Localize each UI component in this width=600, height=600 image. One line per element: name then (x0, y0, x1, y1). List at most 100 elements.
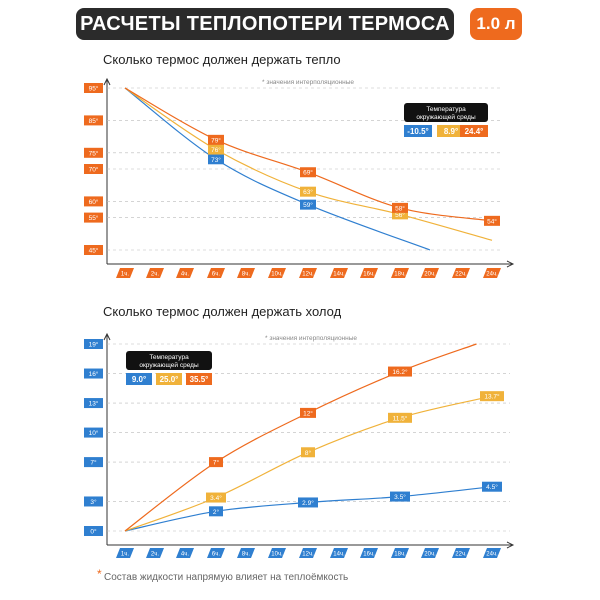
cold-x-tick-box (146, 548, 164, 558)
heat-legend-item-label: 8.9° (444, 127, 458, 136)
heat-data-label: 69° (303, 169, 313, 177)
heat-y-tick-box (84, 212, 103, 223)
heat-data-label: 54° (487, 217, 497, 225)
heat-y-tick-label: 95° (89, 85, 99, 93)
cold-data-label-box (388, 366, 412, 377)
cold-x-tick-label: 14ч. (333, 552, 345, 558)
heat-data-label-box (484, 215, 500, 226)
cold-data-label-box (390, 491, 410, 502)
cold-x-tick-box (299, 548, 317, 558)
heat-x-tick-label: 24ч. (486, 272, 498, 278)
heat-x-tick-label: 16ч. (363, 272, 375, 278)
heat-y-tick-label: 70° (89, 166, 99, 174)
cold-y-tick-label: 10° (89, 429, 99, 437)
cold-data-label-box (206, 492, 226, 503)
cold-x-tick-label: 24ч. (486, 552, 498, 558)
heat-x-tick-label: 1ч. (121, 272, 129, 278)
cold-legend-title-line2: окружающей среды (139, 361, 199, 369)
cold-legend-item-box (156, 373, 182, 385)
heat-x-tick-label: 6ч. (212, 272, 220, 278)
cold-legend-title-box (126, 351, 212, 370)
heat-data-label-box (392, 209, 408, 220)
cold-legend-item-label: 9.0° (132, 375, 146, 384)
cold-legend-title-line1: Температура (149, 354, 189, 361)
cold-series-line-0 (124, 486, 493, 532)
cold-y-tick-box (84, 526, 103, 536)
heat-data-label-box (392, 202, 408, 213)
heat-legend-title-line1: Температура (426, 106, 466, 113)
cold-y-tick-box (84, 427, 103, 438)
cold-data-label-box (480, 391, 504, 402)
cold-x-tick-box (391, 548, 409, 558)
cold-chart-title: Сколько термос должен держать холод (103, 304, 342, 319)
heat-legend-item-label: -10.5° (407, 127, 428, 136)
cold-data-label: 8° (305, 449, 312, 457)
cold-x-tick-box (268, 548, 286, 558)
heat-y-tick-box (84, 83, 103, 93)
cold-y-arrow-icon (103, 332, 111, 341)
heat-series-line-0 (124, 87, 431, 251)
heat-data-label-box (208, 144, 224, 155)
heat-x-tick-box (330, 268, 348, 278)
cold-x-tick-label: 20ч. (424, 552, 436, 558)
cold-x-tick-label: 6ч. (212, 552, 220, 558)
cold-x-tick-label: 22ч. (455, 552, 467, 558)
heat-y-arrow-icon (103, 77, 111, 86)
cold-legend-item-label: 35.5° (190, 375, 209, 384)
heat-x-tick-box (421, 268, 439, 278)
heat-y-tick-label: 75° (89, 149, 99, 157)
heat-x-tick-box (207, 268, 225, 278)
heat-x-tick-box (483, 268, 501, 278)
heat-x-tick-label: 10ч. (271, 272, 283, 278)
heat-data-label-box (208, 154, 224, 165)
cold-note: * значения интерполяционные (265, 335, 357, 342)
heat-x-tick-box (116, 268, 134, 278)
cold-y-tick-label: 7° (90, 459, 97, 467)
cold-x-tick-box (360, 548, 378, 558)
cold-x-tick-label: 2ч. (151, 552, 159, 558)
heat-x-tick-label: 2ч. (151, 272, 159, 278)
cold-x-tick-box (452, 548, 470, 558)
cold-y-tick-label: 3° (90, 498, 97, 506)
heat-y-tick-box (84, 147, 103, 158)
heat-x-tick-label: 4ч. (181, 272, 189, 278)
cold-y-tick-box (84, 457, 103, 468)
cold-data-label-box (209, 457, 223, 468)
heat-x-tick-label: 12ч. (302, 272, 314, 278)
heat-y-tick-label: 45° (89, 247, 99, 255)
cold-data-label: 13.7° (484, 393, 500, 401)
cold-x-tick-box (237, 548, 255, 558)
heat-data-label: 73° (211, 156, 221, 164)
heat-x-tick-box (146, 268, 164, 278)
cold-x-tick-box (207, 548, 225, 558)
cold-legend-item-box (186, 373, 212, 385)
cold-x-tick-label: 12ч. (302, 552, 314, 558)
cold-data-label: 3.4° (210, 494, 222, 502)
cold-data-label-box (301, 447, 315, 458)
cold-legend-item-label: 25.0° (160, 375, 179, 384)
cold-data-label: 12° (303, 409, 313, 417)
cold-y-tick-label: 13° (89, 400, 99, 408)
heat-legend-item-box (460, 125, 488, 137)
heat-y-tick-box (84, 196, 103, 207)
cold-data-label: 11.5° (393, 414, 408, 422)
cold-x-tick-box (330, 548, 348, 558)
cold-data-label: 7° (213, 459, 220, 467)
heat-y-tick-box (84, 245, 103, 255)
volume-badge: 1.0 л (470, 8, 522, 40)
footnote: Состав жидкости напрямую влияет на тепло… (104, 572, 349, 583)
heat-legend-item-label: 24.4° (465, 127, 484, 136)
cold-x-tick-label: 16ч. (363, 552, 375, 558)
heat-data-label-box (208, 134, 224, 145)
cold-data-label: 2.9° (302, 499, 314, 507)
cold-x-tick-box (421, 548, 439, 558)
heat-y-tick-label: 85° (89, 117, 99, 125)
cold-data-label: 3.5° (394, 493, 406, 501)
heat-y-tick-label: 60° (89, 198, 99, 206)
cold-data-label-box (300, 407, 316, 418)
heat-x-tick-box (299, 268, 317, 278)
heat-legend-title-line2: окружающей среды (416, 113, 476, 121)
heat-x-tick-label: 14ч. (333, 272, 345, 278)
